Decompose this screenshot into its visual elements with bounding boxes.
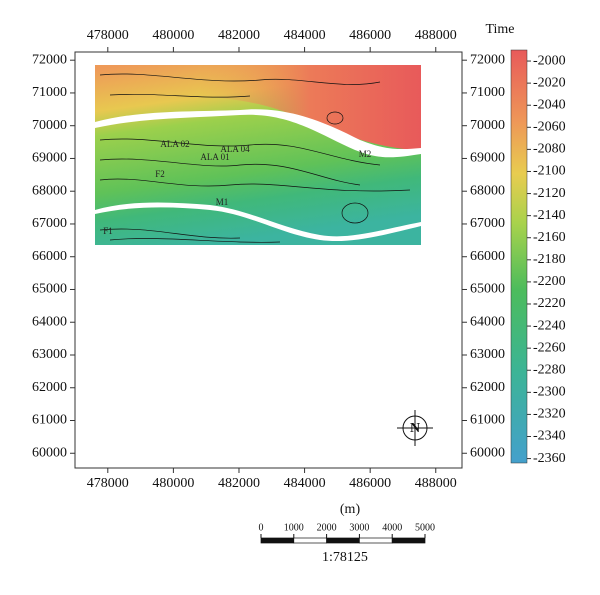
y-tick-label: 67000 xyxy=(32,216,67,231)
colorbar-tick-label: -2000 xyxy=(533,53,566,68)
y-tick-label: 65000 xyxy=(32,282,67,297)
colorbar-tick-label: -2060 xyxy=(533,120,566,135)
x-tick-label: 482000 xyxy=(218,28,260,43)
colorbar-tick-label: -2040 xyxy=(533,97,566,112)
y-tick-label: 62000 xyxy=(32,380,67,395)
y-tick-label: 68000 xyxy=(470,183,505,198)
x-axis-label: (m) xyxy=(340,502,361,517)
map-label: F1 xyxy=(103,226,113,236)
scale-segment xyxy=(326,537,360,544)
y-tick-label: 67000 xyxy=(470,216,505,231)
scale-tick-label: 1000 xyxy=(284,522,304,533)
map-label: ALA 01 xyxy=(200,152,229,162)
y-tick-label: 72000 xyxy=(470,52,505,67)
y-tick-label: 63000 xyxy=(470,347,505,362)
map-label: F2 xyxy=(155,169,165,179)
x-tick-label: 478000 xyxy=(87,28,129,43)
colorbar-title: Time xyxy=(485,22,514,37)
y-tick-label: 69000 xyxy=(470,151,505,166)
x-tick-label: 478000 xyxy=(87,476,129,491)
map-label: M1 xyxy=(216,197,229,207)
scale-segment xyxy=(359,537,393,544)
y-tick-label: 61000 xyxy=(32,413,67,428)
map-label: ALA 02 xyxy=(160,139,189,149)
scale-tick-label: 3000 xyxy=(349,522,369,533)
y-tick-label: 68000 xyxy=(32,183,67,198)
colorbar-tick-label: -2300 xyxy=(533,385,566,400)
scale-tick-label: 5000 xyxy=(415,522,435,533)
x-tick-label: 486000 xyxy=(349,476,391,491)
x-tick-label: 484000 xyxy=(284,476,326,491)
x-tick-label: 486000 xyxy=(349,28,391,43)
scale-tick-label: 4000 xyxy=(382,522,402,533)
colorbar xyxy=(510,49,528,464)
x-tick-label: 484000 xyxy=(284,28,326,43)
colorbar-tick-label: -2220 xyxy=(533,296,566,311)
y-tick-label: 64000 xyxy=(470,314,505,329)
colorbar-tick-label: -2200 xyxy=(533,274,566,289)
y-tick-label: 63000 xyxy=(32,347,67,362)
x-tick-label: 488000 xyxy=(415,476,457,491)
y-tick-label: 66000 xyxy=(470,249,505,264)
scale-tick-label: 2000 xyxy=(317,522,337,533)
y-tick-label: 72000 xyxy=(32,52,67,67)
colorbar-tick-label: -2240 xyxy=(533,318,566,333)
y-tick-label: 65000 xyxy=(470,282,505,297)
compass xyxy=(397,410,433,446)
y-tick-label: 60000 xyxy=(32,445,67,460)
colorbar-tick-label: -2100 xyxy=(533,164,566,179)
colorbar-tick-label: -2160 xyxy=(533,230,566,245)
colorbar-tick-label: -2180 xyxy=(533,252,566,267)
map-label: M2 xyxy=(359,149,372,159)
y-tick-label: 66000 xyxy=(32,249,67,264)
y-tick-label: 61000 xyxy=(470,413,505,428)
scale-tick-label: 0 xyxy=(259,522,264,533)
y-tick-label: 71000 xyxy=(470,85,505,100)
y-tick-label: 64000 xyxy=(32,314,67,329)
scale-segment xyxy=(260,537,295,544)
y-tick-label: 70000 xyxy=(32,118,67,133)
x-tick-label: 488000 xyxy=(415,28,457,43)
colorbar-tick-label: -2140 xyxy=(533,208,566,223)
map-label: ALA 04 xyxy=(220,144,250,154)
map-surface xyxy=(95,65,421,245)
scale-segment xyxy=(391,537,426,544)
x-tick-label: 480000 xyxy=(152,476,194,491)
colorbar-tick-label: -2080 xyxy=(533,142,566,157)
y-tick-label: 71000 xyxy=(32,85,67,100)
y-tick-label: 69000 xyxy=(32,151,67,166)
colorbar-tick-label: -2120 xyxy=(533,186,566,201)
y-tick-label: 60000 xyxy=(470,445,505,460)
colorbar-tick-label: -2340 xyxy=(533,429,566,444)
colorbar-tick-label: -2020 xyxy=(533,75,566,90)
scale-segment xyxy=(293,537,327,544)
colorbar-tick-label: -2320 xyxy=(533,407,566,422)
colorbar-tick-label: -2260 xyxy=(533,340,566,355)
compass-letter: N xyxy=(410,421,420,436)
x-tick-label: 482000 xyxy=(218,476,260,491)
y-tick-label: 70000 xyxy=(470,118,505,133)
colorbar-tick-label: -2360 xyxy=(533,451,566,466)
x-tick-label: 480000 xyxy=(152,28,194,43)
scale-ratio: 1:78125 xyxy=(322,550,368,565)
map-frame xyxy=(74,51,463,469)
y-tick-label: 62000 xyxy=(470,380,505,395)
colorbar-tick-label: -2280 xyxy=(533,362,566,377)
